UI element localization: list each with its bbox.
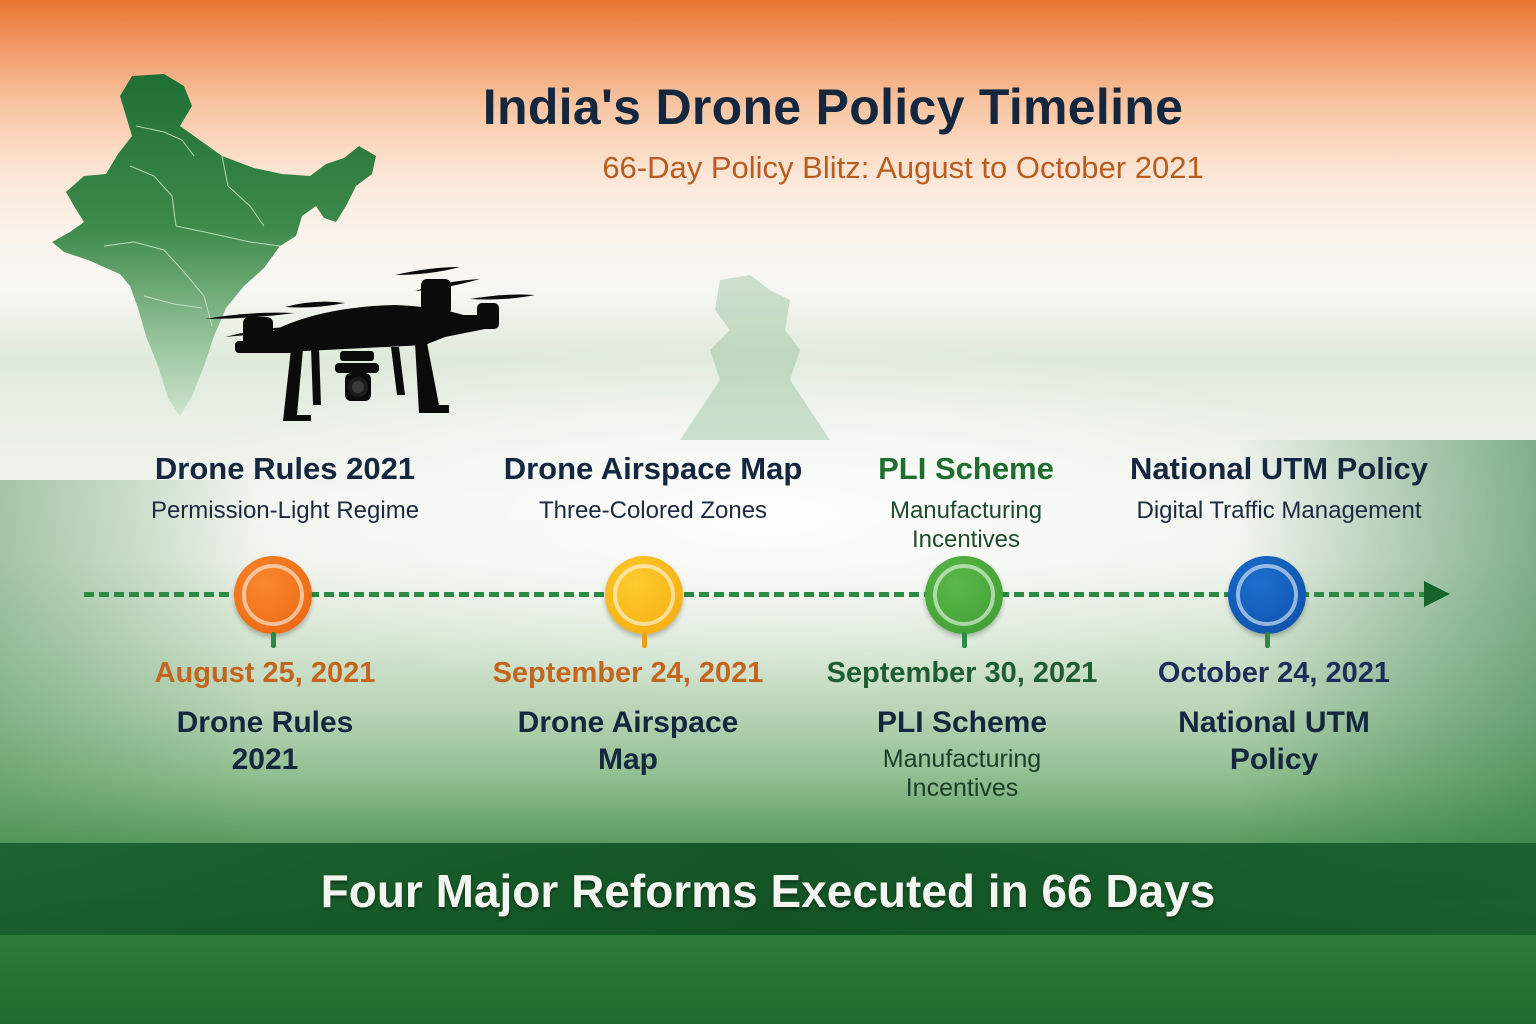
marker-stem xyxy=(962,632,967,648)
event-date: August 25, 2021 xyxy=(154,657,376,689)
event-date: October 24, 2021 xyxy=(1157,657,1391,689)
event-name-line1: Drone Rules xyxy=(176,706,354,739)
event-top-drone-rules: Drone Rules 2021 Permission-Light Regime xyxy=(105,450,465,525)
event-description: Permission-Light Regime xyxy=(150,497,420,524)
marker-stem xyxy=(271,632,276,648)
event-title: Drone Rules 2021 xyxy=(154,451,416,486)
marker-stem xyxy=(1265,632,1270,648)
timeline-line xyxy=(84,592,1429,597)
faded-map-icon xyxy=(680,275,830,440)
event-description-line2: Incentives xyxy=(911,526,1021,553)
event-title: National UTM Policy xyxy=(1130,451,1428,486)
marker-utm-policy xyxy=(1228,556,1306,634)
event-date: September 24, 2021 xyxy=(492,657,764,689)
page-title: India's Drone Policy Timeline xyxy=(482,79,1184,135)
event-name-line1: National UTM xyxy=(1178,706,1370,739)
event-name-line1: PLI Scheme xyxy=(876,706,1048,739)
event-description: Three-Colored Zones xyxy=(538,497,768,524)
event-description: Digital Traffic Management xyxy=(1136,497,1422,524)
event-bottom-pli-scheme: September 30, 2021 PLI Scheme Manufactur… xyxy=(782,656,1142,803)
india-map-icon xyxy=(52,74,376,416)
page-subtitle: 66-Day Policy Blitz: August to October 2… xyxy=(602,150,1204,185)
event-top-pli-scheme: PLI Scheme Manufacturing Incentives xyxy=(786,450,1146,554)
marker-airspace-map xyxy=(605,556,683,634)
background-shade-right xyxy=(1236,440,1536,900)
marker-drone-rules xyxy=(234,556,312,634)
event-bottom-drone-rules: August 25, 2021 Drone Rules 2021 xyxy=(85,656,445,778)
marker-pli-scheme xyxy=(925,556,1003,634)
event-name-line1: Drone Airspace xyxy=(517,706,739,739)
event-top-utm-policy: National UTM Policy Digital Traffic Mana… xyxy=(1099,450,1459,525)
event-bottom-airspace-map: September 24, 2021 Drone Airspace Map xyxy=(448,656,808,778)
footer-banner xyxy=(0,843,1536,935)
event-name-line2: Map xyxy=(598,743,658,776)
event-description-line1: Manufacturing xyxy=(882,745,1042,773)
event-title: PLI Scheme xyxy=(878,451,1054,486)
event-name-line2: 2021 xyxy=(231,743,299,776)
event-date: September 30, 2021 xyxy=(826,657,1098,689)
event-title: Drone Airspace Map xyxy=(503,451,803,486)
event-name-line2: Policy xyxy=(1229,743,1319,776)
background-shade-left xyxy=(0,480,260,900)
event-top-airspace-map: Drone Airspace Map Three-Colored Zones xyxy=(473,450,833,525)
timeline-arrow-icon xyxy=(1424,581,1450,607)
event-description-line2: Incentives xyxy=(905,774,1019,802)
drone-silhouette-icon xyxy=(205,267,535,421)
event-bottom-utm-policy: October 24, 2021 National UTM Policy xyxy=(1094,656,1454,778)
event-description-line1: Manufacturing xyxy=(889,497,1043,524)
footer-banner-text: Four Major Reforms Executed in 66 Days xyxy=(320,865,1216,917)
marker-stem xyxy=(642,632,647,648)
